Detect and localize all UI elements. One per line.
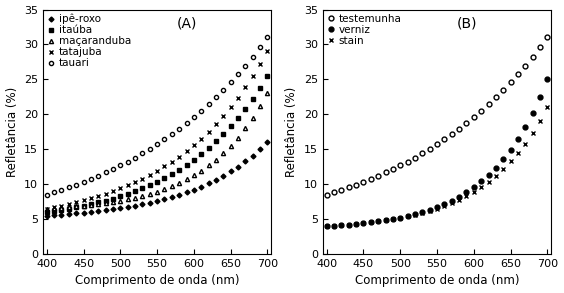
Line: itaúba: itaúba bbox=[45, 74, 270, 214]
Line: ipê-roxo: ipê-roxo bbox=[45, 141, 269, 217]
Legend: ipê-roxo, itaúba, maçaranduba, tatajuba, tauari: ipê-roxo, itaúba, maçaranduba, tatajuba,… bbox=[46, 13, 132, 69]
tauari bbox=[264, 36, 271, 39]
verniz bbox=[497, 161, 504, 164]
tauari bbox=[217, 91, 224, 95]
maçaranduba bbox=[140, 194, 147, 197]
itaúba bbox=[230, 122, 236, 126]
Legend: testemunha, verniz, stain: testemunha, verniz, stain bbox=[326, 13, 403, 47]
stain bbox=[509, 157, 516, 161]
ipê-roxo bbox=[217, 176, 224, 179]
Y-axis label: Refletância (%): Refletância (%) bbox=[285, 87, 298, 177]
testemunha bbox=[323, 193, 330, 196]
ipê-roxo bbox=[264, 141, 271, 144]
verniz bbox=[412, 212, 419, 216]
verniz bbox=[544, 78, 551, 81]
ipê-roxo bbox=[140, 202, 147, 206]
Text: (A): (A) bbox=[177, 17, 197, 31]
testemunha bbox=[497, 91, 504, 95]
stain bbox=[544, 105, 551, 109]
Line: stain: stain bbox=[324, 105, 550, 229]
ipê-roxo bbox=[230, 168, 236, 172]
ipê-roxo bbox=[133, 204, 139, 207]
testemunha bbox=[420, 151, 426, 155]
stain bbox=[528, 133, 535, 137]
tauari bbox=[133, 155, 139, 159]
Line: testemunha: testemunha bbox=[324, 35, 550, 197]
tauari bbox=[230, 78, 236, 82]
maçaranduba bbox=[133, 196, 139, 199]
tatajuba bbox=[264, 50, 271, 53]
testemunha bbox=[509, 78, 516, 82]
ipê-roxo bbox=[43, 214, 50, 217]
tauari bbox=[194, 112, 201, 116]
stain bbox=[420, 211, 426, 214]
maçaranduba bbox=[194, 171, 201, 175]
tatajuba bbox=[217, 117, 224, 121]
maçaranduba bbox=[230, 142, 236, 145]
testemunha bbox=[528, 57, 535, 60]
verniz bbox=[420, 210, 426, 214]
tauari bbox=[43, 193, 50, 196]
itaúba bbox=[140, 186, 147, 190]
testemunha bbox=[474, 112, 481, 116]
maçaranduba bbox=[217, 154, 224, 158]
stain bbox=[323, 224, 330, 228]
itaúba bbox=[264, 74, 271, 78]
Line: tauari: tauari bbox=[45, 35, 270, 197]
testemunha bbox=[412, 155, 419, 159]
ipê-roxo bbox=[194, 186, 201, 190]
tatajuba bbox=[43, 207, 50, 210]
Y-axis label: Refletância (%): Refletância (%) bbox=[6, 87, 19, 177]
Text: (B): (B) bbox=[456, 17, 477, 31]
X-axis label: Comprimento de onda (nm): Comprimento de onda (nm) bbox=[355, 275, 519, 287]
maçaranduba bbox=[248, 119, 255, 122]
itaúba bbox=[248, 99, 255, 103]
tatajuba bbox=[194, 140, 201, 144]
Line: tatajuba: tatajuba bbox=[45, 49, 270, 211]
tatajuba bbox=[248, 77, 255, 80]
verniz bbox=[509, 145, 516, 149]
verniz bbox=[528, 114, 535, 118]
maçaranduba bbox=[264, 92, 271, 95]
stain bbox=[474, 188, 481, 191]
itaúba bbox=[194, 155, 201, 159]
tauari bbox=[140, 151, 147, 155]
tatajuba bbox=[133, 180, 139, 184]
stain bbox=[412, 213, 419, 216]
itaúba bbox=[43, 210, 50, 214]
tauari bbox=[248, 57, 255, 60]
itaúba bbox=[217, 135, 224, 139]
verniz bbox=[323, 224, 330, 228]
maçaranduba bbox=[43, 207, 50, 210]
tatajuba bbox=[230, 103, 236, 106]
tatajuba bbox=[140, 177, 147, 180]
Line: maçaranduba: maçaranduba bbox=[45, 91, 270, 211]
X-axis label: Comprimento de onda (nm): Comprimento de onda (nm) bbox=[75, 275, 239, 287]
itaúba bbox=[133, 189, 139, 193]
verniz bbox=[474, 183, 481, 186]
ipê-roxo bbox=[248, 155, 255, 159]
stain bbox=[497, 170, 504, 173]
Line: verniz: verniz bbox=[324, 77, 550, 229]
testemunha bbox=[544, 36, 551, 39]
